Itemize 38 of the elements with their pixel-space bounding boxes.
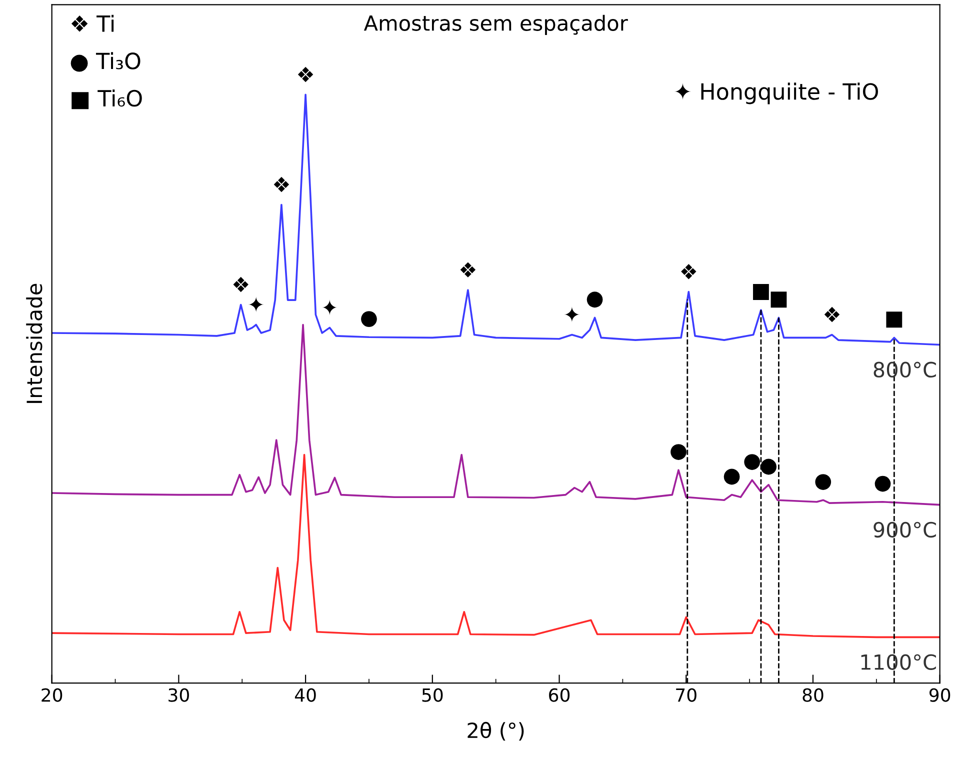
- annotation: ✦: [564, 306, 580, 322]
- x-tick-label: 50: [422, 688, 443, 702]
- x-axis-title: 2θ (°): [468, 722, 524, 741]
- annotation: ❖: [298, 66, 314, 82]
- annotation: ■ Ti₆O: [72, 89, 142, 110]
- annotation: ●: [586, 292, 603, 308]
- annotation: ■: [770, 292, 787, 308]
- x-tick-label: 70: [676, 688, 696, 702]
- annotation: ■: [753, 284, 769, 300]
- annotation: ●: [361, 311, 377, 328]
- annotation: ●: [760, 458, 777, 475]
- annotation: ✦: [322, 300, 338, 316]
- annotation: ❖: [460, 262, 476, 278]
- annotation: ❖: [233, 276, 248, 292]
- x-tick-label: 60: [549, 688, 570, 702]
- y-axis-title: Intensidade: [26, 284, 42, 403]
- text: ● Ti₃O: [70, 52, 140, 72]
- x-tick-label: 80: [802, 688, 824, 702]
- x-tick-label: 30: [168, 688, 189, 702]
- annotation: ❖: [681, 264, 696, 280]
- annotation: ❖: [274, 176, 290, 192]
- x-tick-label: 90: [929, 688, 950, 702]
- annotation: ●: [670, 444, 686, 460]
- annotation: ■: [886, 312, 902, 328]
- series-label: 1100°C: [861, 654, 936, 670]
- annotation: ✦ Hongquiite - TiO: [674, 82, 878, 104]
- annotation: ●: [724, 468, 740, 485]
- annotation: ❖: [824, 306, 840, 322]
- x-tick-label: 40: [294, 688, 316, 702]
- x-tick-label: 20: [42, 688, 62, 702]
- series-label: 900°C: [874, 522, 936, 538]
- annotation: ✦: [248, 296, 264, 312]
- text: ❖ Ti: [71, 14, 114, 32]
- annotation: ●: [815, 474, 832, 490]
- annotation: ●: [874, 476, 891, 492]
- chart-title: Amostras sem espaçador: [364, 14, 628, 36]
- series-label: 800°C: [874, 362, 936, 378]
- annotation: ●: [744, 454, 760, 470]
